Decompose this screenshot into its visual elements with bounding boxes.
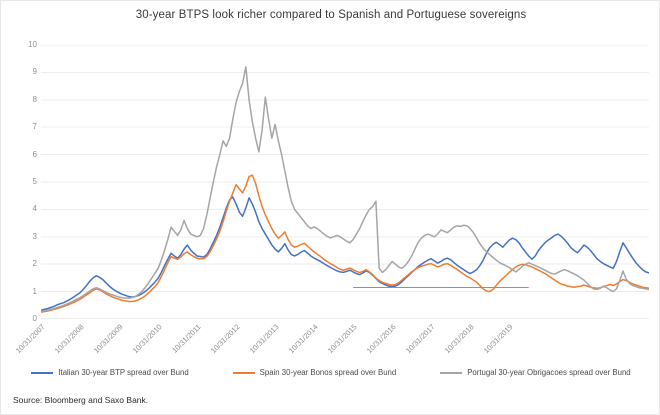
- series-line: [41, 196, 649, 311]
- x-axis-tick-label: 10/31/2017: [403, 322, 437, 356]
- y-axis-tick-label: 6: [32, 149, 37, 159]
- series-line: [41, 174, 649, 313]
- y-axis-tick-label: 8: [32, 94, 37, 104]
- series-line: [41, 66, 649, 313]
- x-axis-tick-label: 10/31/2011: [170, 322, 203, 355]
- x-axis-tick-label: 10/31/2008: [52, 322, 86, 356]
- legend-item-label: Spain 30-year Bonos spread over Bund: [259, 368, 397, 377]
- y-axis-tick-label: 2: [32, 259, 37, 269]
- y-axis-tick-label: 10: [28, 40, 37, 49]
- x-axis-tick-label: 10/31/2007: [13, 322, 47, 356]
- y-axis-tick-label: 7: [32, 122, 37, 132]
- x-axis-tick-label: 10/31/2018: [442, 322, 476, 356]
- y-axis-tick-label: 1: [32, 286, 37, 296]
- y-axis-tick-label: 4: [32, 204, 37, 214]
- x-axis-tick-label: 10/31/2016: [364, 322, 398, 356]
- y-axis-tick-label: 9: [32, 67, 37, 77]
- legend-item-label: Portugal 30-year Obrigacoes spread over …: [467, 368, 631, 377]
- legend-item[interactable]: Italian 30-year BTP spread over Bund: [31, 368, 189, 377]
- series-lines: [41, 66, 649, 313]
- y-axis-tick-label: 5: [32, 177, 37, 186]
- plot-area: [41, 45, 649, 319]
- source-note: Source: Bloomberg and Saxo Bank.: [13, 395, 149, 405]
- x-axis-tick-label: 10/31/2012: [208, 322, 242, 356]
- chart-title: 30-year BTPS look richer compared to Spa…: [135, 9, 527, 21]
- x-axis-tick-label: 10/31/2010: [130, 322, 164, 356]
- chart-legend: Italian 30-year BTP spread over Bund Spai…: [1, 369, 660, 377]
- x-axis-tick-label: 10/31/2013: [247, 322, 281, 356]
- legend-color-swatch: [440, 371, 463, 375]
- x-axis-tick-label: 10/31/2019: [481, 322, 515, 356]
- x-axis-tick-label: 10/31/2015: [325, 322, 359, 356]
- x-axis-tick-label: 10/31/2009: [91, 322, 125, 356]
- legend-item[interactable]: Portugal 30-year Obrigacoes spread over …: [440, 368, 631, 377]
- legend-color-swatch: [232, 371, 255, 375]
- legend-item-label: Italian 30-year BTP spread over Bund: [58, 368, 189, 377]
- x-axis-tick-label: 10/31/2014: [286, 322, 320, 356]
- x-axis: 10/31/2007 10/31/2008 10/31/2009 10/31/2010…: [14, 319, 649, 365]
- y-axis: 0 1 2 3 4 5 6 7 8 9 10: [15, 41, 37, 323]
- legend-item[interactable]: Spain 30-year Bonos spread over Bund: [232, 368, 397, 377]
- gridlines: [41, 45, 649, 319]
- legend-color-swatch: [31, 371, 54, 375]
- y-axis-tick-label: 3: [32, 231, 37, 241]
- y-axis-tick-label: 0: [32, 314, 37, 323]
